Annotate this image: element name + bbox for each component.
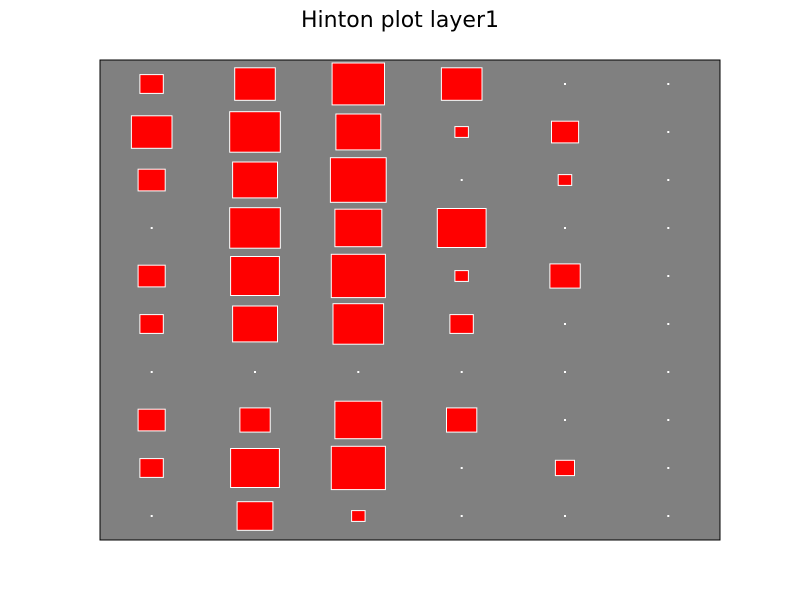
hinton-cell-r5-c2 <box>332 303 385 345</box>
hinton-cell-r4-c2 <box>330 253 386 299</box>
hinton-cell-r6-c3 <box>460 371 463 373</box>
hinton-cell-r7-c5 <box>667 419 670 421</box>
hinton-cell-r0-c2 <box>331 62 386 106</box>
hinton-cell-r6-c5 <box>667 371 670 373</box>
hinton-cell-r7-c3 <box>446 407 478 433</box>
hinton-cell-r0-c1 <box>234 67 276 101</box>
hinton-cell-r1-c3 <box>454 126 469 138</box>
hinton-cell-r4-c1 <box>230 256 280 296</box>
hinton-cell-r5-c0 <box>139 314 164 334</box>
hinton-cell-r2-c5 <box>667 179 670 181</box>
hinton-cell-r5-c5 <box>667 323 670 325</box>
hinton-cell-r5-c1 <box>232 305 279 343</box>
hinton-cell-r6-c4 <box>564 371 566 373</box>
hinton-cell-r9-c3 <box>460 515 463 517</box>
hinton-cell-r1-c4 <box>551 120 580 144</box>
hinton-cell-r9-c1 <box>236 501 274 531</box>
hinton-cell-r2-c3 <box>460 179 463 181</box>
hinton-cell-r5-c3 <box>449 314 474 334</box>
hinton-cell-r1-c2 <box>335 113 382 151</box>
hinton-cell-r3-c5 <box>667 227 670 229</box>
hinton-cell-r1-c5 <box>667 131 670 133</box>
hinton-cell-r0-c5 <box>667 83 670 85</box>
hinton-cell-r3-c4 <box>564 227 566 229</box>
hinton-cell-r0-c4 <box>564 83 566 85</box>
hinton-cell-r9-c0 <box>150 515 153 517</box>
hinton-cell-r8-c3 <box>460 467 463 469</box>
axes-frame <box>99 59 721 541</box>
hinton-cell-r3-c3 <box>436 208 487 248</box>
hinton-cell-r7-c4 <box>564 419 566 421</box>
hinton-cell-r3-c1 <box>229 207 281 249</box>
hinton-cell-r4-c0 <box>137 264 166 288</box>
hinton-cell-r2-c0 <box>137 168 166 192</box>
hinton-cell-r8-c4 <box>554 459 576 477</box>
hinton-cell-r2-c1 <box>232 161 279 199</box>
plot-area <box>100 60 720 540</box>
chart-title: Hinton plot layer1 <box>301 8 499 33</box>
hinton-cell-r9-c5 <box>667 515 670 517</box>
hinton-cell-r0-c0 <box>139 74 164 94</box>
hinton-cells <box>130 62 670 531</box>
hinton-cell-r7-c2 <box>334 400 383 440</box>
hinton-cell-r4-c4 <box>549 263 581 289</box>
hinton-cell-r6-c2 <box>357 371 360 373</box>
hinton-cell-r8-c5 <box>667 467 670 469</box>
hinton-cell-r9-c4 <box>564 515 566 517</box>
hinton-cell-r1-c1 <box>229 111 281 153</box>
hinton-cell-r0-c3 <box>440 67 483 101</box>
hinton-cell-r8-c2 <box>330 445 386 491</box>
hinton-cell-r2-c4 <box>557 174 573 186</box>
hinton-cell-r8-c1 <box>230 448 280 488</box>
hinton-cell-r8-c0 <box>139 458 164 478</box>
hinton-cell-r4-c5 <box>667 275 670 277</box>
hinton-cell-r4-c3 <box>454 270 469 282</box>
hinton-cell-r3-c0 <box>150 227 153 229</box>
hinton-cell-r2-c2 <box>329 157 387 203</box>
hinton-cell-r7-c1 <box>239 407 271 433</box>
hinton-cell-r6-c1 <box>254 371 256 373</box>
hinton-cell-r3-c2 <box>334 208 383 248</box>
hinton-cell-r6-c0 <box>150 371 153 373</box>
hinton-cell-r1-c0 <box>130 115 173 149</box>
hinton-cell-r5-c4 <box>564 323 566 325</box>
hinton-cell-r7-c0 <box>137 408 166 432</box>
hinton-cell-r9-c2 <box>351 510 366 522</box>
